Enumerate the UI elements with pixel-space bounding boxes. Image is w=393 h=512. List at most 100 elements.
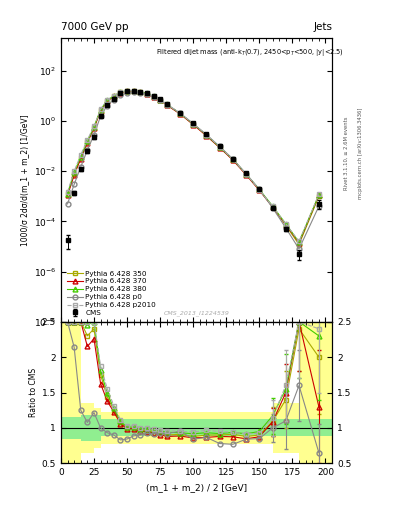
Pythia 6.428 370 bbox=[105, 98, 110, 104]
Pythia 6.428 p2010 bbox=[270, 203, 275, 209]
Pythia 6.428 350 bbox=[118, 90, 123, 96]
Pythia 6.428 350 bbox=[98, 107, 103, 113]
Y-axis label: 1000/σ 2dσ/d(m_1 + m_2) [1/GeV]: 1000/σ 2dσ/d(m_1 + m_2) [1/GeV] bbox=[20, 114, 29, 246]
Pythia 6.428 p0 bbox=[138, 90, 143, 96]
Line: Pythia 6.428 p2010: Pythia 6.428 p2010 bbox=[65, 88, 321, 244]
Pythia 6.428 p2010 bbox=[85, 137, 90, 143]
Pythia 6.428 p0 bbox=[98, 113, 103, 119]
Pythia 6.428 350 bbox=[151, 94, 156, 100]
Pythia 6.428 p0 bbox=[158, 97, 162, 103]
Pythia 6.428 380 bbox=[151, 93, 156, 99]
Pythia 6.428 350 bbox=[65, 191, 70, 198]
Pythia 6.428 p2010 bbox=[105, 97, 110, 103]
Pythia 6.428 380 bbox=[217, 144, 222, 150]
Pythia 6.428 370 bbox=[131, 88, 136, 94]
Pythia 6.428 350 bbox=[283, 222, 288, 228]
Pythia 6.428 370 bbox=[158, 97, 162, 103]
Pythia 6.428 380 bbox=[191, 121, 196, 127]
Pythia 6.428 380 bbox=[125, 88, 129, 94]
Pythia 6.428 370 bbox=[217, 144, 222, 151]
Pythia 6.428 p2010 bbox=[257, 186, 262, 193]
Pythia 6.428 370 bbox=[112, 93, 116, 99]
Pythia 6.428 p2010 bbox=[191, 120, 196, 126]
Pythia 6.428 380 bbox=[131, 88, 136, 94]
Pythia 6.428 380 bbox=[257, 186, 262, 193]
Pythia 6.428 p2010 bbox=[118, 89, 123, 95]
Pythia 6.428 p2010 bbox=[112, 93, 116, 99]
Pythia 6.428 370 bbox=[145, 91, 149, 97]
Pythia 6.428 p2010 bbox=[178, 110, 182, 116]
Pythia 6.428 350 bbox=[204, 132, 209, 138]
Pythia 6.428 380 bbox=[92, 124, 96, 130]
Text: CMS_2013_I1224539: CMS_2013_I1224539 bbox=[163, 310, 230, 316]
Pythia 6.428 370 bbox=[125, 88, 129, 94]
Pythia 6.428 370 bbox=[138, 89, 143, 95]
Text: 7000 GeV pp: 7000 GeV pp bbox=[61, 22, 129, 32]
Pythia 6.428 p2010 bbox=[217, 144, 222, 150]
Pythia 6.428 380 bbox=[85, 138, 90, 144]
Pythia 6.428 p0 bbox=[78, 164, 83, 170]
Pythia 6.428 p0 bbox=[244, 170, 248, 177]
Pythia 6.428 p2010 bbox=[164, 101, 169, 107]
Pythia 6.428 350 bbox=[270, 204, 275, 210]
Pythia 6.428 370 bbox=[231, 157, 235, 163]
Text: Rivet 3.1.10, ≥ 2.6M events: Rivet 3.1.10, ≥ 2.6M events bbox=[344, 117, 349, 190]
Pythia 6.428 380 bbox=[244, 171, 248, 177]
Pythia 6.428 370 bbox=[297, 240, 301, 246]
Pythia 6.428 350 bbox=[178, 111, 182, 117]
Pythia 6.428 p0 bbox=[178, 110, 182, 116]
Pythia 6.428 p0 bbox=[257, 186, 262, 193]
Pythia 6.428 p2010 bbox=[283, 221, 288, 227]
Pythia 6.428 p0 bbox=[125, 90, 129, 96]
Pythia 6.428 p0 bbox=[191, 120, 196, 126]
Line: Pythia 6.428 380: Pythia 6.428 380 bbox=[65, 89, 321, 245]
Pythia 6.428 350 bbox=[92, 124, 96, 131]
Pythia 6.428 350 bbox=[138, 89, 143, 95]
Text: Jets: Jets bbox=[313, 22, 332, 32]
Line: Pythia 6.428 p0: Pythia 6.428 p0 bbox=[65, 90, 321, 251]
Pythia 6.428 380 bbox=[164, 101, 169, 108]
Pythia 6.428 380 bbox=[138, 89, 143, 95]
Pythia 6.428 370 bbox=[164, 102, 169, 108]
Pythia 6.428 p0 bbox=[316, 203, 321, 209]
Pythia 6.428 350 bbox=[85, 139, 90, 145]
Y-axis label: Ratio to CMS: Ratio to CMS bbox=[29, 368, 37, 417]
Pythia 6.428 350 bbox=[131, 88, 136, 94]
Pythia 6.428 p2010 bbox=[138, 89, 143, 95]
Pythia 6.428 370 bbox=[204, 133, 209, 139]
Pythia 6.428 350 bbox=[191, 121, 196, 127]
Pythia 6.428 p0 bbox=[297, 246, 301, 252]
Pythia 6.428 p2010 bbox=[92, 123, 96, 130]
Pythia 6.428 350 bbox=[145, 91, 149, 97]
Legend: Pythia 6.428 350, Pythia 6.428 370, Pythia 6.428 380, Pythia 6.428 p0, Pythia 6.: Pythia 6.428 350, Pythia 6.428 370, Pyth… bbox=[64, 268, 158, 318]
Pythia 6.428 380 bbox=[231, 156, 235, 162]
Pythia 6.428 p0 bbox=[283, 225, 288, 231]
Pythia 6.428 380 bbox=[316, 192, 321, 198]
Pythia 6.428 380 bbox=[65, 190, 70, 197]
Pythia 6.428 p0 bbox=[151, 94, 156, 100]
Text: mcplots.cern.ch [arXiv:1306.3436]: mcplots.cern.ch [arXiv:1306.3436] bbox=[358, 108, 363, 199]
Pythia 6.428 370 bbox=[178, 111, 182, 117]
Pythia 6.428 380 bbox=[145, 90, 149, 96]
Pythia 6.428 370 bbox=[270, 204, 275, 210]
Pythia 6.428 p2010 bbox=[78, 152, 83, 158]
Pythia 6.428 370 bbox=[78, 156, 83, 162]
Pythia 6.428 p0 bbox=[164, 101, 169, 108]
Pythia 6.428 p0 bbox=[145, 91, 149, 97]
Pythia 6.428 370 bbox=[118, 90, 123, 96]
Pythia 6.428 p0 bbox=[65, 201, 70, 207]
Pythia 6.428 350 bbox=[244, 172, 248, 178]
Pythia 6.428 p0 bbox=[85, 147, 90, 153]
Pythia 6.428 p0 bbox=[131, 89, 136, 95]
X-axis label: (m_1 + m_2) / 2 [GeV]: (m_1 + m_2) / 2 [GeV] bbox=[146, 483, 247, 492]
Pythia 6.428 350 bbox=[72, 170, 77, 177]
Pythia 6.428 350 bbox=[217, 144, 222, 151]
Pythia 6.428 350 bbox=[297, 242, 301, 248]
Pythia 6.428 350 bbox=[231, 157, 235, 163]
Pythia 6.428 370 bbox=[191, 121, 196, 127]
Pythia 6.428 p0 bbox=[72, 181, 77, 187]
Pythia 6.428 p2010 bbox=[316, 191, 321, 198]
Pythia 6.428 380 bbox=[72, 169, 77, 176]
Pythia 6.428 350 bbox=[105, 98, 110, 104]
Pythia 6.428 370 bbox=[283, 222, 288, 228]
